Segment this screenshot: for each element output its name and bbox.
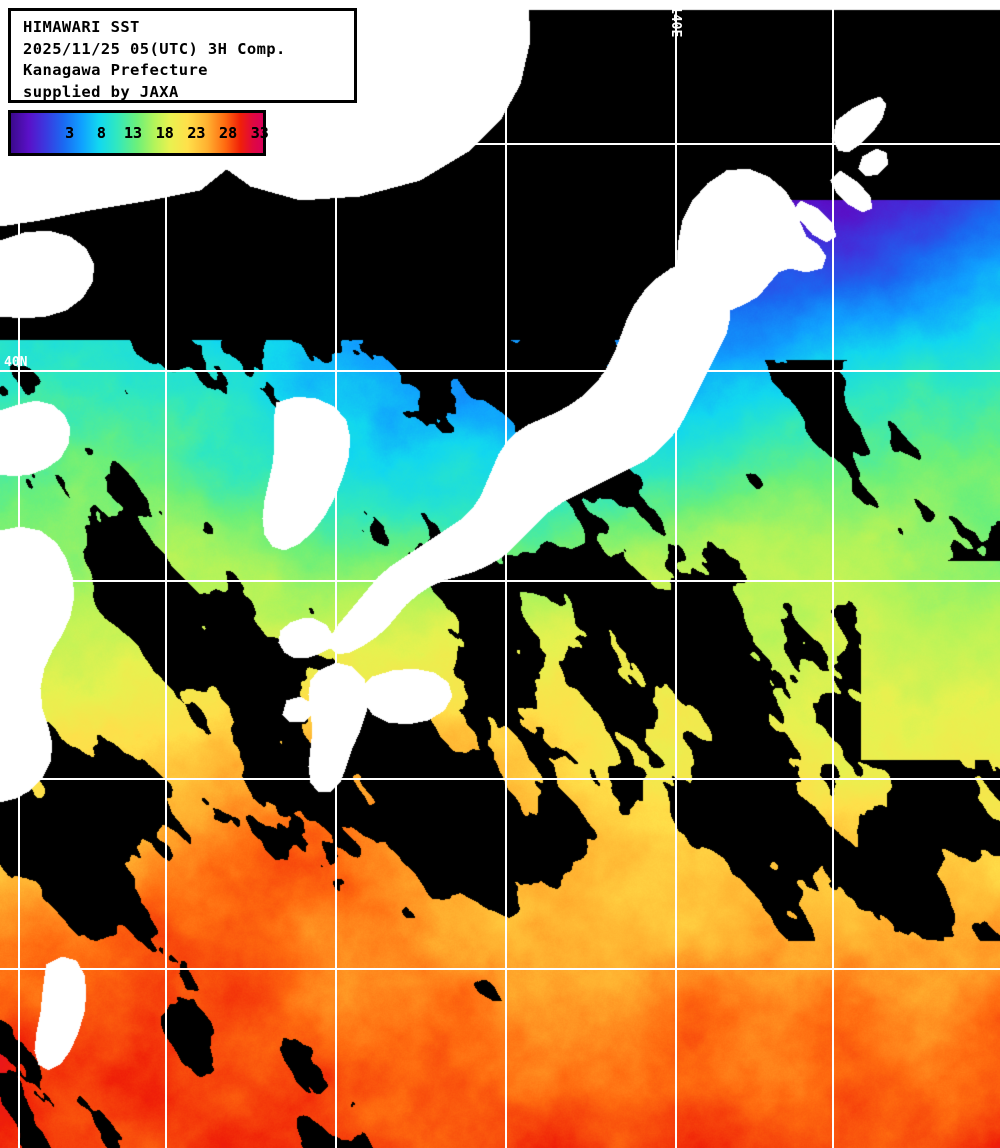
grid-line-lat-2 <box>0 580 1000 582</box>
colorbar-tick-28: 28 <box>219 124 238 142</box>
title-info-box: HIMAWARI SST 2025/11/25 05(UTC) 3H Comp.… <box>8 8 357 103</box>
grid-line-lon-2 <box>335 0 337 1148</box>
grid-line-lon-1 <box>165 0 167 1148</box>
grid-line-lat-1 <box>0 370 1000 372</box>
title-line-datetime: 2025/11/25 05(UTC) 3H Comp. <box>23 39 286 58</box>
grid-label-latitude-40n: 40N <box>4 355 28 370</box>
grid-line-lat-0 <box>0 143 1000 145</box>
colorbar-tick-18: 18 <box>155 124 174 142</box>
grid-line-lon-4 <box>675 0 677 1148</box>
colorbar-tick-23: 23 <box>187 124 206 142</box>
grid-line-lon-3 <box>505 0 507 1148</box>
title-line-region: Kanagawa Prefecture <box>23 61 208 79</box>
colorbar-tick-33: 33 <box>250 124 269 142</box>
grid-line-lat-4 <box>0 968 1000 970</box>
grid-line-lat-3 <box>0 778 1000 780</box>
sst-colorbar: 3 8 13 18 23 28 33 <box>8 110 269 156</box>
colorbar-gradient <box>11 113 263 153</box>
colorbar-tick-labels: 3 8 13 18 23 28 33 <box>11 113 269 153</box>
grid-line-lon-0 <box>18 0 20 1148</box>
grid-label-longitude-140e: 140E <box>668 6 683 38</box>
colorbar-tick-8: 8 <box>96 124 106 142</box>
title-line-credit: supplied by JAXA <box>23 82 179 101</box>
title-line-product: HIMAWARI SST <box>23 18 140 36</box>
colorbar-tick-13: 13 <box>124 124 143 142</box>
colorbar-tick-3: 3 <box>65 124 75 142</box>
grid-line-lon-5 <box>832 0 834 1148</box>
